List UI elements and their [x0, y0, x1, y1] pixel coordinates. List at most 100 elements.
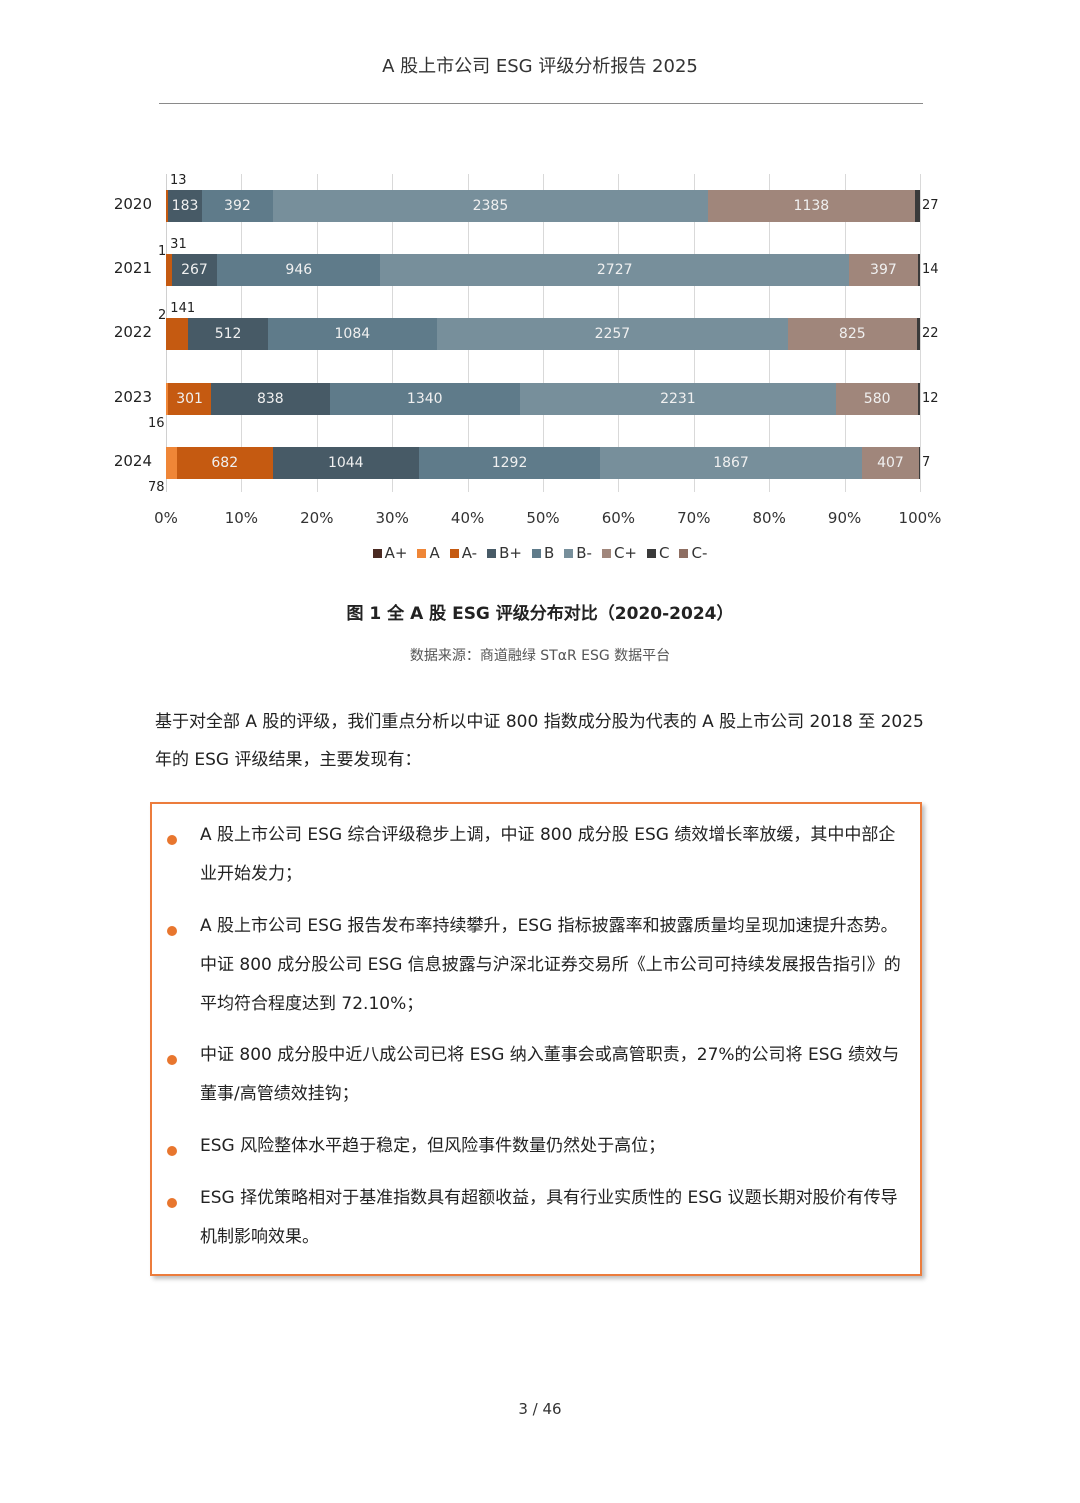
key-findings-box: A 股上市公司 ESG 综合评级稳步上调，中证 800 成分股 ESG 绩效增长… [150, 802, 922, 1276]
x-tick-label: 80% [752, 509, 786, 527]
bar-segment-A [166, 447, 177, 479]
legend-swatch-icon [647, 548, 656, 558]
x-tick-label: 50% [526, 509, 560, 527]
bar-segment-C+: 397 [849, 254, 918, 286]
bar-2021: 267 946 2727 397 [166, 254, 920, 286]
legend-swatch-icon [679, 548, 689, 558]
bar-segment-C+: 1138 [707, 190, 916, 222]
data-label: 12 [922, 391, 939, 406]
bar-2024: 682 1044 1292 1867 407 [166, 447, 920, 479]
finding-text: ESG 风险整体水平趋于稳定，但风险事件数量仍然处于高位； [200, 1136, 666, 1156]
intro-paragraph: 基于对全部 A 股的评级，我们重点分析以中证 800 指数成分股为代表的 A 股… [155, 712, 924, 770]
legend-label: A+ [384, 544, 408, 562]
legend-item: B [531, 544, 555, 562]
bar-2022: 512 1084 2257 825 [166, 318, 920, 350]
legend-label: A- [461, 544, 478, 562]
data-label: 22 [922, 326, 939, 341]
x-tick-label: 70% [677, 509, 711, 527]
legend-label: C+ [613, 544, 637, 562]
data-label: 27 [922, 198, 939, 213]
bar-segment-B+: 183 [168, 190, 202, 222]
y-tick-label: 2022 [113, 323, 152, 341]
bar-segment-B+: 267 [171, 254, 218, 286]
finding-text: ESG 择优策略相对于基准指数具有超额收益，具有行业实质性的 ESG 议题长期对… [200, 1188, 898, 1247]
data-label: 2 [158, 308, 167, 323]
bar-segment-B: 946 [217, 254, 381, 286]
legend-item: B- [564, 544, 592, 562]
finding-text: A 股上市公司 ESG 综合评级稳步上调，中证 800 成分股 ESG 绩效增长… [200, 825, 896, 884]
bar-segment-B+: 512 [188, 318, 268, 350]
x-tick-label: 0% [154, 509, 178, 527]
legend-item: A+ [372, 544, 408, 562]
finding-text: 中证 800 成分股中近八成公司已将 ESG 纳入董事会或高管职责，27%的公司… [200, 1045, 900, 1104]
bar-segment-C+: 825 [788, 318, 917, 350]
legend-swatch-icon [601, 548, 611, 558]
x-tick-label: 100% [898, 509, 942, 527]
x-tick-label: 20% [300, 509, 334, 527]
bullet-dot-icon [167, 926, 177, 936]
legend-swatch-icon [417, 548, 427, 558]
bar-segment-B-: 2727 [380, 254, 850, 286]
data-label: 13 [170, 173, 187, 188]
x-tick-label: 60% [601, 509, 636, 527]
bar-segment-C [918, 447, 920, 479]
legend-swatch-icon [487, 548, 497, 558]
data-label: 16 [148, 416, 165, 431]
figure-source: 数据来源：商道融绿 STαR ESG 数据平台 [409, 648, 671, 664]
chart-legend: A+ A A- B+ B B- C+ C C- [0, 544, 1080, 562]
legend-item: B+ [487, 544, 522, 562]
figure-caption: 图 1 全 A 股 ESG 评级分布对比（2020-2024） [346, 604, 734, 624]
x-tick-label: 30% [375, 509, 409, 527]
data-label: 7 [922, 455, 931, 470]
legend-swatch-icon [531, 548, 541, 558]
y-tick-label: 2023 [113, 388, 152, 406]
bullet-dot-icon [167, 1146, 177, 1156]
legend-label: A [429, 544, 440, 562]
data-label: 1 [158, 244, 167, 259]
legend-item: A [417, 544, 440, 562]
bar-segment-B: 392 [201, 190, 274, 222]
page-number: 3 / 46 [518, 1400, 562, 1418]
bar-segment-C [917, 254, 920, 286]
finding-text: A 股上市公司 ESG 报告发布率持续攀升，ESG 指标披露率和披露质量均呈现加… [200, 916, 901, 1014]
bar-segment-B+: 838 [210, 383, 330, 415]
bar-segment-B: 1292 [418, 447, 601, 479]
data-label: 141 [170, 301, 196, 316]
x-tick-label: 40% [450, 509, 485, 527]
bullet-dot-icon [167, 835, 177, 845]
bar-segment-B-: 1867 [600, 447, 862, 479]
data-label: 78 [148, 480, 165, 495]
bar-segment-A-: 682 [176, 447, 273, 479]
legend-label: B [543, 544, 555, 562]
bar-segment-A- [166, 318, 189, 350]
bar-segment-B+: 1044 [272, 447, 419, 479]
bar-segment-C [915, 190, 920, 222]
bar-segment-C [918, 383, 920, 415]
legend-item: C+ [601, 544, 637, 562]
bar-segment-C [916, 318, 920, 350]
legend-label: C- [691, 544, 708, 562]
bar-segment-B-: 2385 [273, 190, 708, 222]
bar-segment-C+: 580 [836, 383, 919, 415]
bullet-dot-icon [167, 1055, 177, 1065]
legend-item: C- [679, 544, 707, 562]
legend-label: B+ [499, 544, 522, 562]
bar-segment-A [166, 383, 169, 415]
legend-item: A- [449, 544, 478, 562]
header-divider [159, 103, 923, 104]
legend-item: C [647, 544, 669, 562]
bar-segment-B: 1340 [329, 383, 520, 415]
data-label: 31 [170, 237, 187, 252]
legend-swatch-icon [564, 548, 574, 558]
y-tick-label: 2020 [113, 195, 152, 213]
bar-segment-A- [166, 254, 172, 286]
y-tick-label: 2021 [113, 259, 152, 277]
report-title: A 股上市公司 ESG 评级分析报告 2025 [382, 56, 698, 77]
bullet-dot-icon [167, 1198, 177, 1208]
bar-segment-B: 1084 [267, 318, 437, 350]
bar-segment-C+: 407 [861, 447, 919, 479]
y-tick-label: 2024 [113, 452, 152, 470]
bar-segment-B-: 2231 [519, 383, 837, 415]
bar-segment-A-: 301 [168, 383, 211, 415]
legend-swatch-icon [449, 548, 459, 558]
